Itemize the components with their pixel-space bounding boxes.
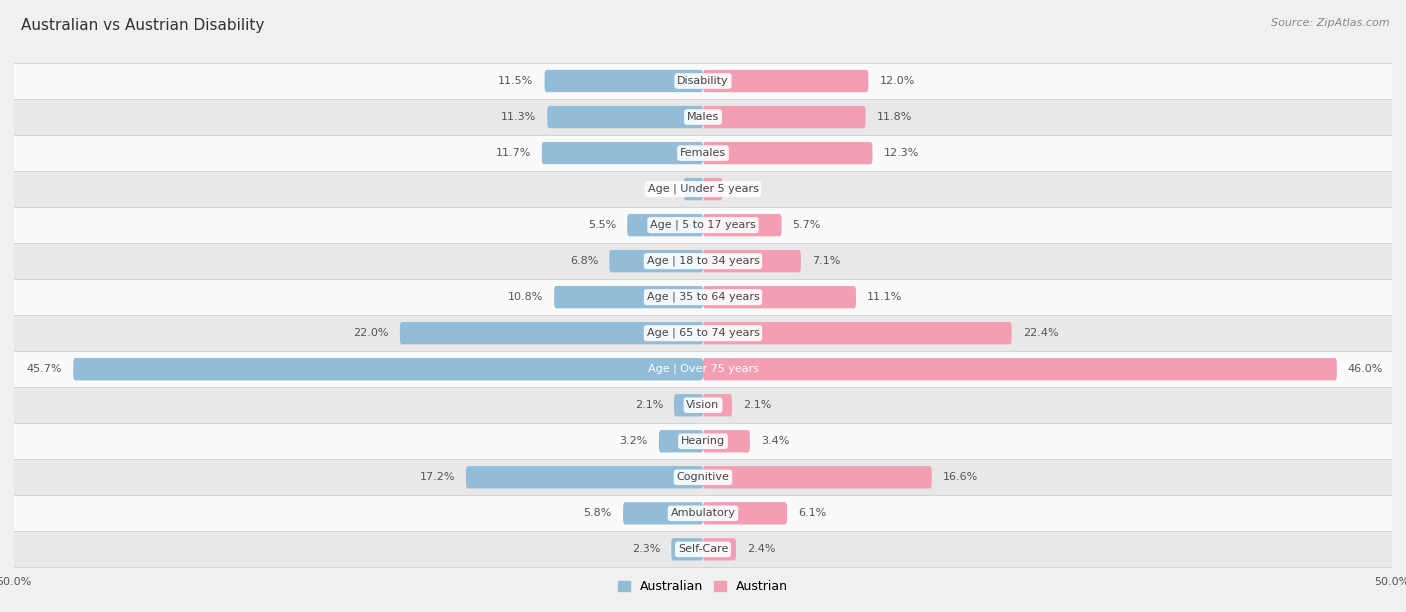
Text: 5.5%: 5.5% [588, 220, 616, 230]
FancyBboxPatch shape [703, 502, 787, 524]
FancyBboxPatch shape [703, 106, 866, 128]
FancyBboxPatch shape [703, 466, 932, 488]
FancyBboxPatch shape [623, 502, 703, 524]
Bar [0, 531, 1406, 567]
Text: Age | Under 5 years: Age | Under 5 years [648, 184, 758, 195]
FancyBboxPatch shape [703, 250, 801, 272]
Text: 11.3%: 11.3% [501, 112, 536, 122]
FancyBboxPatch shape [703, 538, 737, 561]
Text: 2.4%: 2.4% [747, 544, 776, 554]
Text: 3.4%: 3.4% [761, 436, 789, 446]
FancyBboxPatch shape [683, 178, 703, 200]
Text: 2.1%: 2.1% [742, 400, 772, 410]
Text: Hearing: Hearing [681, 436, 725, 446]
Text: 6.8%: 6.8% [569, 256, 599, 266]
Text: 12.3%: 12.3% [883, 148, 920, 158]
Text: Females: Females [681, 148, 725, 158]
Bar [0, 351, 1406, 387]
Text: Age | 5 to 17 years: Age | 5 to 17 years [650, 220, 756, 230]
FancyBboxPatch shape [544, 70, 703, 92]
Bar [0, 387, 1406, 424]
FancyBboxPatch shape [547, 106, 703, 128]
Text: 45.7%: 45.7% [27, 364, 62, 374]
FancyBboxPatch shape [703, 394, 733, 416]
FancyBboxPatch shape [703, 214, 782, 236]
Text: Age | 65 to 74 years: Age | 65 to 74 years [647, 328, 759, 338]
Text: 17.2%: 17.2% [419, 472, 456, 482]
FancyBboxPatch shape [627, 214, 703, 236]
Text: 22.4%: 22.4% [1022, 328, 1059, 338]
FancyBboxPatch shape [465, 466, 703, 488]
Text: 10.8%: 10.8% [508, 292, 543, 302]
Text: Source: ZipAtlas.com: Source: ZipAtlas.com [1271, 18, 1389, 28]
Text: Vision: Vision [686, 400, 720, 410]
Text: 12.0%: 12.0% [879, 76, 915, 86]
Text: Males: Males [688, 112, 718, 122]
Text: 11.1%: 11.1% [868, 292, 903, 302]
Bar [0, 459, 1406, 495]
FancyBboxPatch shape [703, 322, 1012, 345]
FancyBboxPatch shape [703, 430, 749, 452]
Bar [0, 135, 1406, 171]
FancyBboxPatch shape [703, 142, 873, 164]
Text: Self-Care: Self-Care [678, 544, 728, 554]
Text: Disability: Disability [678, 76, 728, 86]
Bar [0, 424, 1406, 459]
Text: 7.1%: 7.1% [811, 256, 841, 266]
FancyBboxPatch shape [541, 142, 703, 164]
FancyBboxPatch shape [73, 358, 703, 381]
Text: 2.1%: 2.1% [634, 400, 664, 410]
FancyBboxPatch shape [703, 70, 869, 92]
FancyBboxPatch shape [703, 178, 723, 200]
Bar [0, 99, 1406, 135]
Text: 1.4%: 1.4% [734, 184, 762, 194]
Legend: Australian, Austrian: Australian, Austrian [613, 575, 793, 599]
Text: 1.4%: 1.4% [644, 184, 672, 194]
Text: 22.0%: 22.0% [353, 328, 389, 338]
Text: 11.5%: 11.5% [498, 76, 533, 86]
Text: Age | 35 to 64 years: Age | 35 to 64 years [647, 292, 759, 302]
Bar [0, 171, 1406, 207]
FancyBboxPatch shape [703, 358, 1337, 381]
Text: 16.6%: 16.6% [943, 472, 979, 482]
Text: Australian vs Austrian Disability: Australian vs Austrian Disability [21, 18, 264, 34]
Text: 5.8%: 5.8% [583, 509, 612, 518]
Text: 2.3%: 2.3% [631, 544, 661, 554]
Text: 3.2%: 3.2% [620, 436, 648, 446]
Bar [0, 315, 1406, 351]
Text: 46.0%: 46.0% [1348, 364, 1384, 374]
FancyBboxPatch shape [399, 322, 703, 345]
Text: Age | 18 to 34 years: Age | 18 to 34 years [647, 256, 759, 266]
Bar [0, 243, 1406, 279]
Text: 5.7%: 5.7% [793, 220, 821, 230]
Text: 11.7%: 11.7% [495, 148, 531, 158]
Bar [0, 279, 1406, 315]
Text: Cognitive: Cognitive [676, 472, 730, 482]
FancyBboxPatch shape [703, 286, 856, 308]
FancyBboxPatch shape [659, 430, 703, 452]
Text: Age | Over 75 years: Age | Over 75 years [648, 364, 758, 375]
Bar [0, 495, 1406, 531]
Bar [0, 207, 1406, 243]
FancyBboxPatch shape [671, 538, 703, 561]
FancyBboxPatch shape [554, 286, 703, 308]
Text: Ambulatory: Ambulatory [671, 509, 735, 518]
Text: 11.8%: 11.8% [876, 112, 912, 122]
FancyBboxPatch shape [673, 394, 703, 416]
Text: 6.1%: 6.1% [799, 509, 827, 518]
Bar [0, 63, 1406, 99]
FancyBboxPatch shape [609, 250, 703, 272]
